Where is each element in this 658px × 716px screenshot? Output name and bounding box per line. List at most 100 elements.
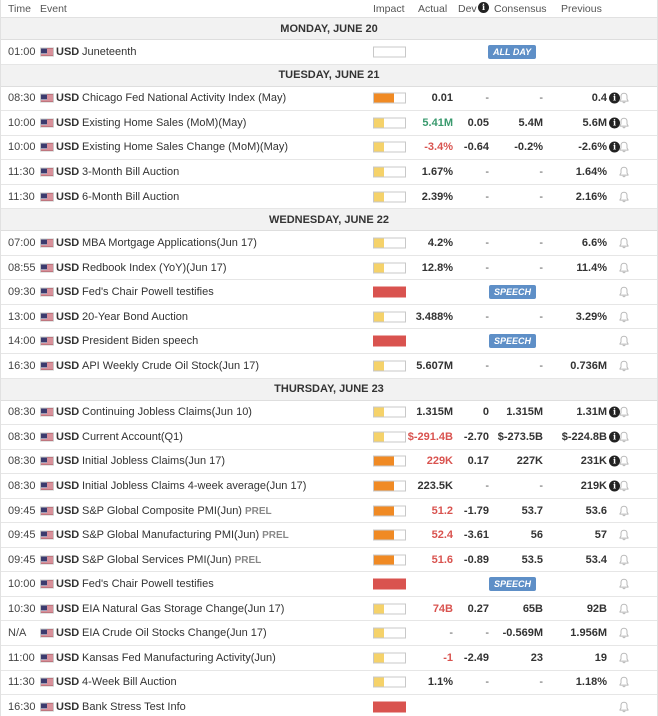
event-time: 09:30 <box>8 286 36 299</box>
speech-badge[interactable]: SPEECH <box>489 577 537 592</box>
bell-icon[interactable] <box>618 676 630 688</box>
bell-icon[interactable] <box>618 603 630 615</box>
event-row[interactable]: 11:30 USD 6-Month Bill Auction 2.39% - - 2.16% <box>1 184 657 210</box>
event-name[interactable]: EIA Natural Gas Storage Change(Jun 17) <box>82 603 284 615</box>
info-icon[interactable]: i <box>609 406 620 418</box>
event-name[interactable]: Initial Jobless Claims 4-week average(Ju… <box>82 480 306 492</box>
event-row[interactable]: 08:30 USD Chicago Fed National Activity In… <box>1 86 657 112</box>
event-row[interactable]: 10:00 USD Existing Home Sales (MoM)(May) 5.… <box>1 111 657 136</box>
info-icon[interactable]: i <box>609 141 620 153</box>
event-name[interactable]: Fed's Chair Powell testifies <box>82 578 214 590</box>
impact-fill <box>374 167 385 177</box>
speech-badge[interactable]: SPEECH <box>489 334 537 349</box>
bell-icon[interactable] <box>618 505 630 517</box>
event-name[interactable]: API Weekly Crude Oil Stock(Jun 17) <box>82 360 259 372</box>
bell-icon[interactable] <box>618 311 630 323</box>
event-name[interactable]: 20-Year Bond Auction <box>82 311 188 323</box>
event-row[interactable]: 16:30 USD API Weekly Crude Oil Stock(Jun 1… <box>1 354 657 379</box>
bell-icon[interactable] <box>618 455 630 467</box>
event-row[interactable]: 10:00 USD Fed's Chair Powell testifies SPEE… <box>1 572 657 597</box>
event-row[interactable]: 08:55 USD Redbook Index (YoY)(Jun 17) 12.8%… <box>1 255 657 281</box>
event-name[interactable]: S&P Global Services PMI(Jun) PREL <box>82 554 261 566</box>
bell-icon[interactable] <box>618 701 630 713</box>
event-row[interactable]: 13:00 USD 20-Year Bond Auction 3.488% - - 3.29… <box>1 304 657 330</box>
event-name-text: Redbook Index (YoY)(Jun 17) <box>82 261 227 274</box>
event-name[interactable]: EIA Crude Oil Stocks Change(Jun 17) <box>82 627 267 639</box>
event-row[interactable]: 09:45 USD S&P Global Services PMI(Jun) PREL… <box>1 547 657 573</box>
event-row[interactable]: 09:45 USD S&P Global Composite PMI(Jun) PRE… <box>1 498 657 524</box>
event-name[interactable]: Continuing Jobless Claims(Jun 10) <box>82 406 252 418</box>
event-row[interactable]: 16:30 USD Bank Stress Test Info <box>1 695 657 716</box>
bell-icon[interactable] <box>618 166 630 178</box>
bell-icon[interactable] <box>618 141 630 153</box>
event-name-text: Bank Stress Test Info <box>82 700 186 713</box>
header-impact[interactable]: Impact <box>373 3 405 15</box>
event-name[interactable]: Chicago Fed National Activity Index (May… <box>82 92 286 104</box>
event-name[interactable]: 3-Month Bill Auction <box>82 166 179 178</box>
event-name[interactable]: Current Account(Q1) <box>82 431 183 443</box>
event-row[interactable]: 10:00 USD Existing Home Sales Change (MoM)… <box>1 135 657 161</box>
event-currency: USD <box>56 406 80 419</box>
event-row[interactable]: 11:30 USD 4-Week Bill Auction 1.1% - - 1.18% <box>1 670 657 696</box>
bell-icon[interactable] <box>618 286 630 298</box>
event-row[interactable]: 07:00 USD MBA Mortgage Applications(Jun 17… <box>1 231 657 256</box>
all-day-badge[interactable]: ALL DAY <box>488 44 537 59</box>
header-consensus[interactable]: Consensus <box>494 3 547 15</box>
speech-badge[interactable]: SPEECH <box>489 285 537 300</box>
event-name[interactable]: Redbook Index (YoY)(Jun 17) <box>82 262 227 274</box>
event-name[interactable]: 4-Week Bill Auction <box>82 676 177 688</box>
info-icon[interactable]: i <box>609 480 620 492</box>
event-row[interactable]: 09:30 USD Fed's Chair Powell testifies SPEE… <box>1 280 657 305</box>
event-row[interactable]: 08:30 USD Initial Jobless Claims(Jun 17) 22… <box>1 449 657 475</box>
bell-icon[interactable] <box>618 554 630 566</box>
bell-icon[interactable] <box>618 262 630 274</box>
dev-info-icon[interactable]: i <box>478 2 489 13</box>
bell-icon[interactable] <box>618 529 630 541</box>
bell-icon[interactable] <box>618 92 630 104</box>
event-row[interactable]: 11:30 USD 3-Month Bill Auction 1.67% - - 1.64% <box>1 160 657 185</box>
bell-icon[interactable] <box>618 406 630 418</box>
bell-icon[interactable] <box>618 335 630 347</box>
header-actual[interactable]: Actual <box>418 3 448 15</box>
event-name[interactable]: Kansas Fed Manufacturing Activity(Jun) <box>82 652 276 664</box>
header-previous[interactable]: Previous <box>561 3 602 15</box>
header-time[interactable]: Time <box>8 3 31 15</box>
event-row[interactable]: N/A USD EIA Crude Oil Stocks Change(Jun 17… <box>1 621 657 647</box>
header-event[interactable]: Event <box>40 3 67 15</box>
info-icon[interactable]: i <box>609 92 620 104</box>
event-name[interactable]: MBA Mortgage Applications(Jun 17) <box>82 237 257 249</box>
bell-icon[interactable] <box>618 480 630 492</box>
event-row[interactable]: 08:30 USD Initial Jobless Claims 4-week av… <box>1 474 657 499</box>
bell-icon[interactable] <box>618 360 630 372</box>
bell-icon[interactable] <box>618 578 630 590</box>
info-icon[interactable]: i <box>609 117 620 129</box>
event-row[interactable]: 09:45 USD S&P Global Manufacturing PMI(Jun… <box>1 523 657 548</box>
bell-icon[interactable] <box>618 431 630 443</box>
bell-icon[interactable] <box>618 652 630 664</box>
header-dev[interactable]: Dev <box>458 3 477 15</box>
event-name[interactable]: Existing Home Sales Change (MoM)(May) <box>82 141 288 153</box>
impact-fill <box>374 604 385 614</box>
event-name[interactable]: Bank Stress Test Info <box>82 701 186 713</box>
event-row[interactable]: 01:00 USD Juneteenth ALL DAY <box>1 40 657 65</box>
event-name[interactable]: S&P Global Composite PMI(Jun) PREL <box>82 505 272 517</box>
event-row[interactable]: 11:00 USD Kansas Fed Manufacturing Activit… <box>1 646 657 671</box>
event-name[interactable]: Initial Jobless Claims(Jun 17) <box>82 455 225 467</box>
consensus-value: -0.2% <box>514 141 543 154</box>
event-row[interactable]: 14:00 USD President Biden speech SPEECH <box>1 329 657 355</box>
event-name[interactable]: Juneteenth <box>82 46 136 58</box>
bell-icon[interactable] <box>618 191 630 203</box>
event-name[interactable]: 6-Month Bill Auction <box>82 191 179 203</box>
event-name[interactable]: President Biden speech <box>82 335 198 347</box>
event-row[interactable]: 08:30 USD Current Account(Q1) $-291.4B -2.70… <box>1 425 657 450</box>
event-row[interactable]: 10:30 USD EIA Natural Gas Storage Change(J… <box>1 596 657 622</box>
info-icon[interactable]: i <box>609 431 620 443</box>
bell-icon[interactable] <box>618 627 630 639</box>
info-icon[interactable]: i <box>609 455 620 467</box>
event-row[interactable]: 08:30 USD Continuing Jobless Claims(Jun 10… <box>1 400 657 426</box>
event-name[interactable]: Fed's Chair Powell testifies <box>82 286 214 298</box>
event-name[interactable]: Existing Home Sales (MoM)(May) <box>82 117 246 129</box>
bell-icon[interactable] <box>618 117 630 129</box>
event-name[interactable]: S&P Global Manufacturing PMI(Jun) PREL <box>82 529 289 541</box>
bell-icon[interactable] <box>618 237 630 249</box>
